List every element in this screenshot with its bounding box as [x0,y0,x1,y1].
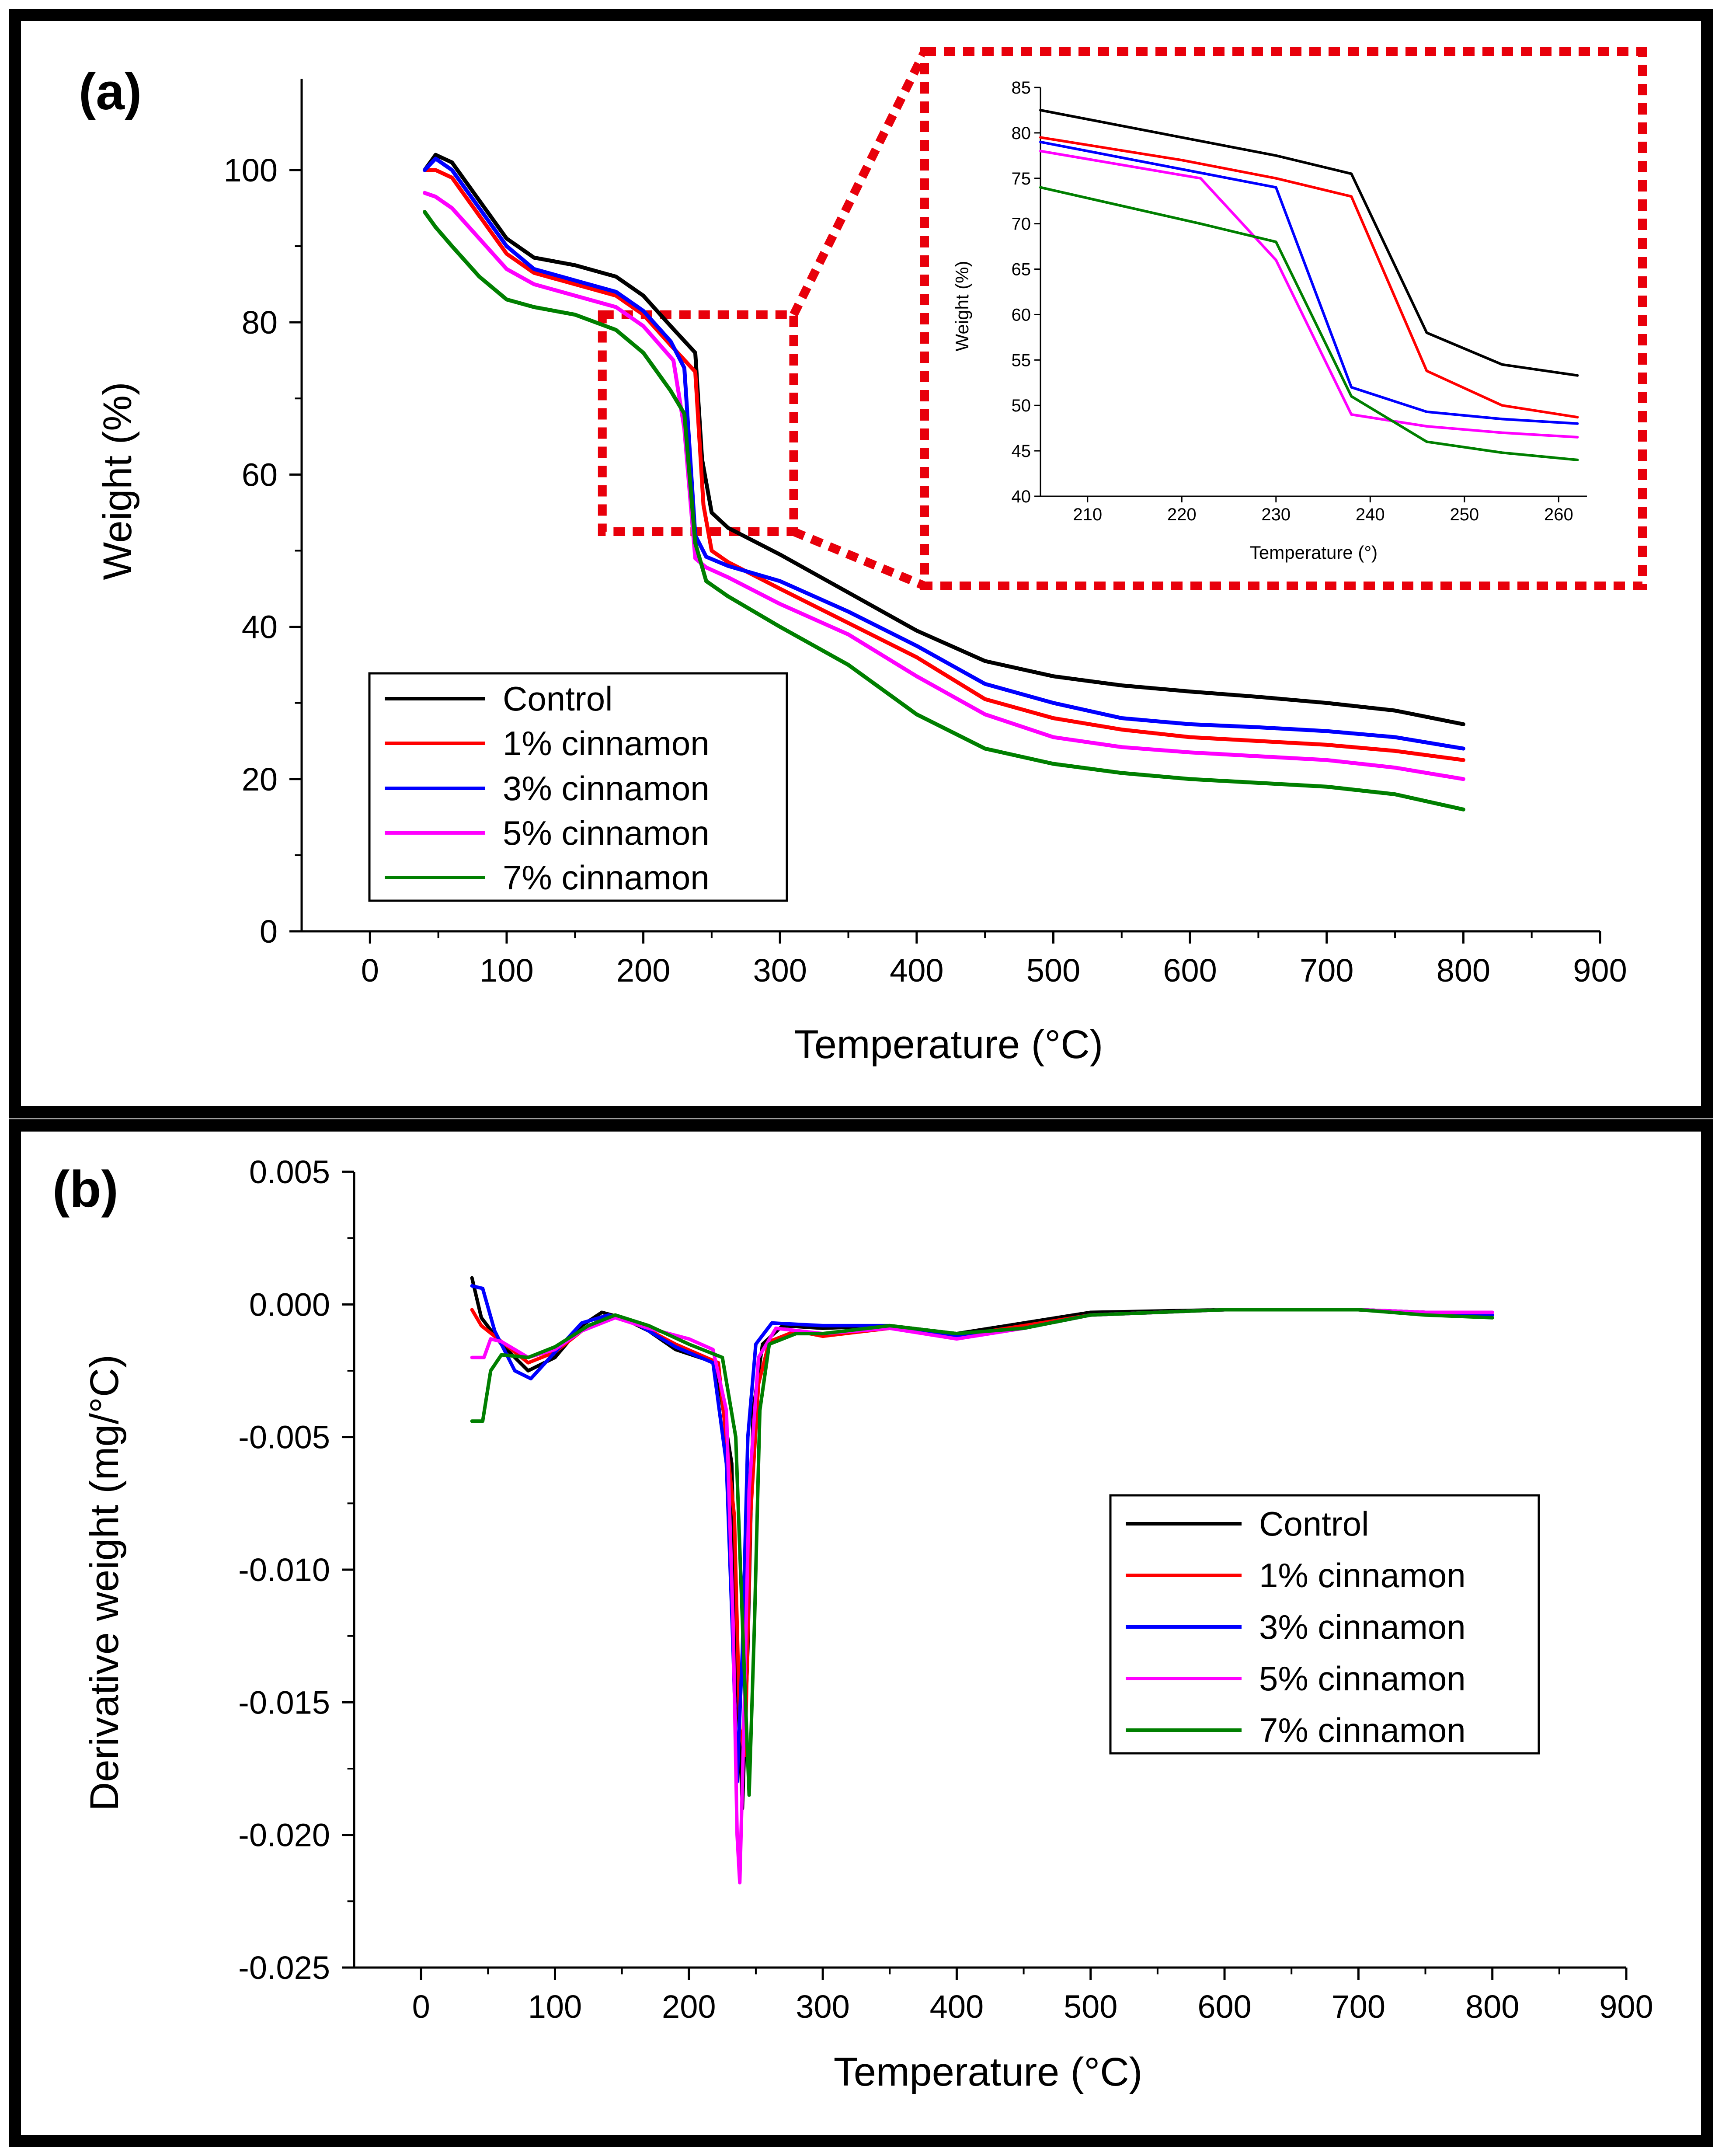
plot-b-ytick-label: 0.005 [249,1154,330,1190]
inset-xtick-label: 220 [1167,505,1197,524]
legend-b-3pct: 3% cinnamon [1259,1608,1466,1646]
inset-series-3pct-cinnamon [1039,140,1579,425]
plot-a-xtick-label: 500 [1026,952,1080,989]
inset-axes [1034,87,1587,502]
inset-ytick-label: 65 [1012,260,1031,279]
plot-a-ytick-label: 40 [242,609,278,645]
plot-b-xlabel: Temperature (°C) [834,2050,1143,2094]
plot-b-xtick-label: 200 [662,1989,716,2025]
plot-b-xtick-label: 0 [412,1989,430,2025]
plot-a-ylabel: Weight (%) [95,382,140,580]
legend-b-control: Control [1259,1505,1369,1543]
plot-a-axes [289,79,1601,944]
plot-a-xtick-label: 800 [1437,952,1490,989]
legend-b-box [1109,1494,1540,1755]
legend-a-3pct: 3% cinnamon [503,769,710,808]
plot-a-xtick-label: 900 [1573,952,1627,989]
inset-series-1pct-cinnamon [1039,136,1579,419]
plot-b-xtick-label: 500 [1064,1989,1117,2025]
plot-b: 0 100 200 300 400 500 600 700 800 900 -0.025 -0.020… [82,1154,1653,2094]
inset-ytick-label: 45 [1012,442,1031,461]
plot-a-tick-labels: 0 100 200 300 400 500 600 700 800 900 0 20 40 60 80 100 [224,152,1627,989]
plot-b-xtick-label: 100 [528,1989,582,2025]
inset-tick-labels: 210 220 230 240 250 260 40 45 50 55 60 65 70 75 80 85 [1012,78,1573,524]
plot-a-series-group [422,153,1465,812]
panel-b-label: (b) [52,1160,118,1218]
plot-a-ytick-label: 20 [242,761,278,798]
plot-a-xtick-label: 0 [361,952,379,989]
zoom-region [598,49,929,590]
plot-b-ytick-label: 0.000 [249,1286,330,1323]
plot-a-series-3pct-cinnamon [422,157,1465,751]
plot-b-axes [342,1170,1628,1980]
inset-xtick-label: 250 [1450,505,1479,524]
legend-b: Control 1% cinnamon 3% cinnamon 5% cinna… [1109,1494,1540,1755]
inset-ytick-label: 75 [1012,169,1031,188]
plot-b-ytick-label: -0.015 [238,1684,330,1721]
panel-a-label: (a) [79,63,142,121]
plot-a-xtick-label: 300 [753,952,807,989]
plot-b-series-group [470,1276,1494,1884]
legend-a-5pct: 5% cinnamon [503,814,710,852]
plot-b-xtick-label: 800 [1465,1989,1519,2025]
plot-a-series-7pct-cinnamon [422,210,1465,812]
plot-a-xtick-label: 100 [480,952,533,989]
plot-b-ylabel: Derivative weight (mg/°C) [82,1355,127,1811]
inset-ytick-label: 85 [1012,78,1031,98]
plot-b-ytick-label: -0.025 [238,1950,330,1986]
legend-a-7pct: 7% cinnamon [503,858,710,897]
inset-xtick-label: 260 [1544,505,1573,524]
legend-b-1pct: 1% cinnamon [1259,1556,1466,1595]
legend-a-1pct: 1% cinnamon [503,724,710,763]
plot-a-xtick-label: 700 [1300,952,1353,989]
inset-ytick-label: 80 [1012,124,1031,143]
inset-plot: 210 220 230 240 250 260 40 45 50 55 60 65 70 75 80 85 T… [920,47,1647,590]
plot-a-xtick-label: 400 [890,952,943,989]
plot-b-series-7pct-cinnamon [470,1308,1494,1797]
plot-a: 0 100 200 300 400 500 600 700 800 900 0 20 40 60 80 100… [95,49,1627,1067]
plot-a-ytick-label: 80 [242,304,278,341]
plot-a-ytick-label: 100 [224,152,278,188]
plot-a-series-5pct-cinnamon [422,191,1465,781]
plot-a-xtick-label: 600 [1163,952,1217,989]
plot-a-series-1pct-cinnamon [422,168,1465,762]
inset-series-group [1039,108,1579,461]
inset-series-5pct-cinnamon [1039,150,1579,439]
inset-xtick-label: 240 [1356,505,1385,524]
legend-b-7pct: 7% cinnamon [1259,1711,1466,1749]
inset-ytick-label: 60 [1012,305,1031,324]
inset-xtick-label: 210 [1073,505,1102,524]
plot-b-ytick-label: -0.005 [238,1419,330,1456]
inset-ylabel: Weight (%) [952,261,972,352]
plot-a-ytick-label: 60 [242,456,278,493]
inset-ytick-label: 50 [1012,396,1031,415]
plot-b-xtick-label: 400 [930,1989,984,2025]
plot-a-xtick-label: 200 [616,952,670,989]
plot-b-xtick-label: 700 [1332,1989,1385,2025]
inset-ytick-label: 55 [1012,351,1031,370]
zoom-connector-bottom [792,527,926,590]
plot-b-ytick-label: -0.020 [238,1817,330,1853]
plot-b-xtick-label: 300 [796,1989,849,2025]
inset-xtick-label: 230 [1261,505,1291,524]
plot-b-xtick-label: 900 [1599,1989,1653,2025]
legend-a: Control 1% cinnamon 3% cinnamon 5% cinna… [368,672,788,902]
plot-b-ytick-label: -0.010 [238,1552,330,1588]
plot-b-xtick-label: 600 [1197,1989,1251,2025]
plot-a-xlabel: Temperature (°C) [794,1022,1103,1067]
inset-ytick-label: 40 [1012,487,1031,506]
inset-ytick-label: 70 [1012,215,1031,234]
inset-series-control [1039,108,1579,377]
plot-b-tick-labels: 0 100 200 300 400 500 600 700 800 900 -0.025 -0.020… [238,1154,1653,2025]
zoom-connector-top [790,49,929,317]
legend-a-control: Control [503,679,612,718]
plot-a-ytick-label: 0 [260,913,278,950]
inset-xlabel: Temperature (°) [1250,542,1378,563]
legend-b-5pct: 5% cinnamon [1259,1659,1466,1698]
plot-a-series-control [422,153,1465,726]
zoom-region-box [598,310,798,536]
inset-series-7pct-cinnamon [1039,186,1579,461]
